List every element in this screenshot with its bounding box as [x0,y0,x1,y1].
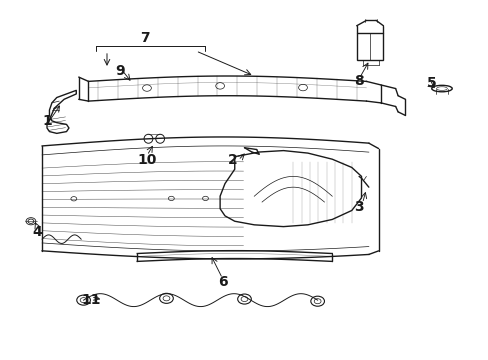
Text: 5: 5 [427,76,436,90]
Text: 1: 1 [42,114,52,128]
Text: 3: 3 [353,200,363,214]
Text: 11: 11 [81,293,101,307]
Text: 6: 6 [217,275,227,289]
Text: 7: 7 [140,31,149,45]
Text: 8: 8 [353,75,363,89]
Text: 10: 10 [137,153,156,167]
Text: 9: 9 [115,64,125,78]
Text: 4: 4 [32,225,42,239]
Bar [356,33,383,60]
Text: 2: 2 [227,153,237,167]
